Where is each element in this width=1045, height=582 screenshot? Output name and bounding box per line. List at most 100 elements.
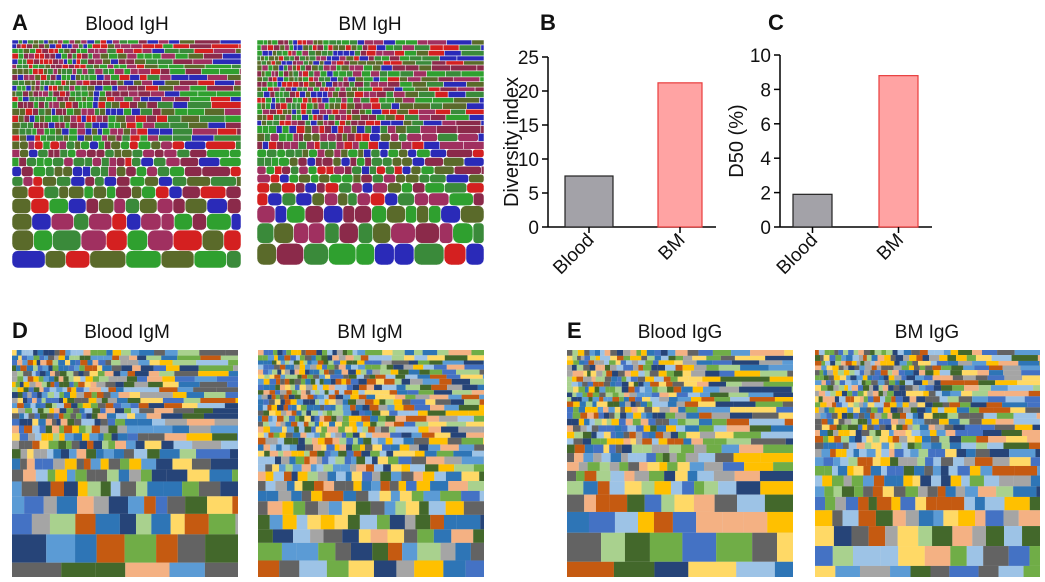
- treemap-cell: [846, 375, 850, 380]
- treemap-cell: [872, 366, 877, 371]
- treemap-cell: [573, 387, 578, 393]
- treemap: [258, 350, 484, 577]
- treemap-cell: [773, 462, 793, 471]
- treemap-cell: [822, 425, 830, 430]
- treemap-cell: [371, 103, 380, 109]
- treemap-cell: [972, 361, 986, 366]
- treemap-cell: [286, 61, 292, 65]
- treemap-cell: [947, 355, 956, 361]
- treemap-cell: [385, 166, 394, 174]
- treemap-cell: [22, 40, 27, 44]
- treemap-cell: [12, 387, 18, 392]
- treemap-cell: [18, 392, 23, 398]
- treemap-cell: [869, 385, 873, 391]
- treemap-cell: [319, 370, 324, 375]
- treemap-cell: [442, 120, 456, 125]
- treemap-cell: [661, 356, 669, 361]
- treemap-cell: [311, 379, 316, 385]
- treemap-cell: [94, 64, 100, 68]
- treemap-cell: [164, 403, 182, 408]
- treemap-cell: [287, 109, 292, 114]
- treemap-cell: [1003, 443, 1028, 449]
- treemap-cell: [36, 80, 41, 85]
- treemap-cell: [837, 425, 842, 430]
- treemap-cell: [102, 128, 110, 135]
- treemap-cell: [362, 71, 371, 77]
- treemap-cell: [54, 149, 60, 157]
- treemap-cell: [298, 133, 303, 141]
- treemap-cell: [924, 413, 933, 419]
- treemap-cell: [896, 476, 903, 487]
- treemap-cell: [884, 476, 896, 487]
- treemap-cell: [283, 109, 288, 114]
- treemap-cell: [625, 407, 631, 413]
- treemap-cell: [166, 365, 180, 371]
- treemap-cell: [321, 51, 327, 56]
- treemap-cell: [684, 382, 697, 387]
- treemap-cell: [96, 115, 103, 122]
- treemap-cell: [352, 472, 362, 481]
- treemap-cell: [93, 376, 99, 382]
- treemap-cell: [721, 356, 735, 361]
- treemap-cell: [380, 451, 387, 457]
- treemap-cell: [79, 426, 86, 434]
- treemap-cell: [28, 371, 32, 376]
- treemap-cell: [27, 365, 33, 371]
- treemap-cell: [829, 396, 835, 402]
- treemap-cell: [412, 120, 423, 125]
- treemap-cell: [443, 103, 467, 109]
- treemap-cell: [430, 515, 444, 529]
- treemap-cell: [386, 416, 396, 422]
- treemap-cell: [362, 472, 372, 481]
- treemap-cell: [875, 361, 880, 366]
- treemap-cell: [154, 426, 172, 434]
- treemap-cell: [104, 141, 110, 149]
- treemap-cell: [669, 356, 676, 361]
- treemap-cell: [185, 69, 201, 75]
- treemap-cell: [860, 361, 864, 366]
- treemap-cell: [598, 407, 603, 413]
- treemap-cell: [880, 361, 887, 366]
- treemap-cell: [409, 370, 420, 375]
- treemap-cell: [119, 40, 127, 44]
- treemap-cell: [366, 120, 375, 125]
- treemap-cell: [905, 419, 912, 425]
- treemap-cell: [920, 366, 925, 371]
- treemap-cell: [42, 382, 47, 387]
- treemap-cell: [329, 395, 336, 400]
- treemap-cell: [929, 425, 935, 430]
- treemap-cell: [942, 375, 953, 380]
- treemap-cell: [291, 451, 297, 457]
- treemap-cell: [388, 149, 399, 157]
- treemap-cell: [178, 350, 199, 356]
- treemap-cell: [210, 470, 233, 482]
- treemap-cell: [270, 515, 283, 529]
- treemap-cell: [121, 122, 127, 128]
- treemap-cell: [296, 355, 300, 360]
- treemap-cell: [368, 427, 375, 433]
- treemap-cell: [343, 77, 348, 82]
- treemap-cell: [75, 470, 86, 482]
- treemap-cell: [304, 416, 310, 422]
- treemap-cell: [380, 411, 389, 416]
- treemap-cell: [257, 142, 263, 150]
- treemap-cell: [69, 382, 73, 387]
- treemap-cell: [101, 481, 111, 496]
- treemap-cell: [12, 128, 19, 135]
- treemap-cell: [856, 375, 862, 380]
- treemap-cell: [67, 470, 75, 482]
- treemap-cell: [1010, 457, 1031, 466]
- treemap-cell: [66, 408, 73, 413]
- treemap-cell: [669, 393, 677, 397]
- treemap-cell: [601, 533, 625, 562]
- treemap-cell: [650, 371, 659, 377]
- treemap-cell: [111, 59, 119, 64]
- treemap-cell: [622, 387, 629, 393]
- treemap-cell: [614, 402, 620, 407]
- treemap-cell: [89, 433, 98, 440]
- treemap-cell: [374, 464, 383, 471]
- treemap-cell: [301, 379, 305, 385]
- treemap-cell: [665, 360, 675, 365]
- treemap-cell: [264, 375, 269, 379]
- treemap-cell: [958, 466, 970, 476]
